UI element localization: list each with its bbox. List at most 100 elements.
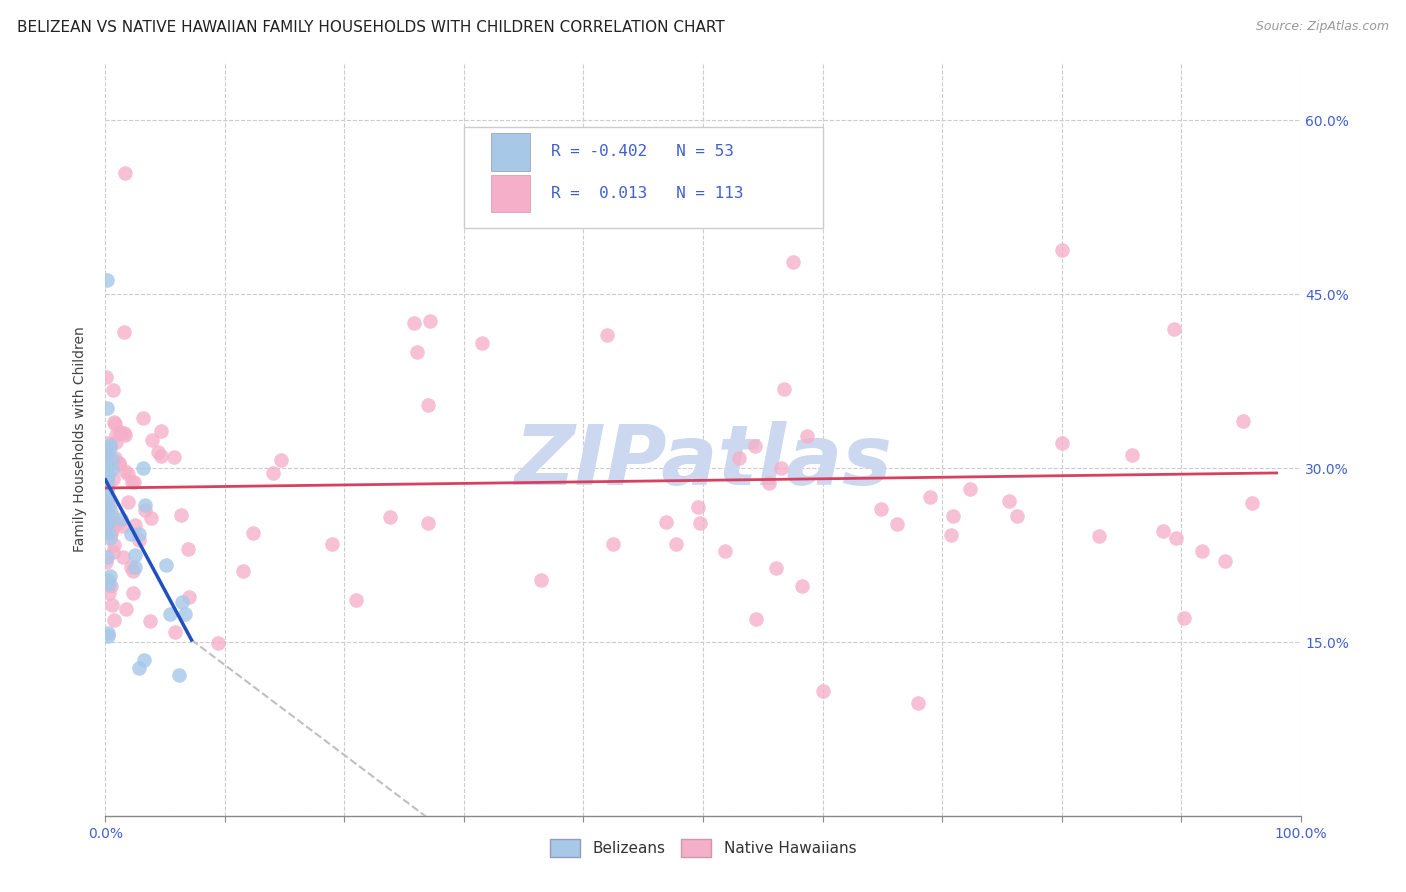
Point	[110, 425, 132, 439]
Point	[100, 442, 122, 456]
Point	[1232, 414, 1254, 428]
Point	[114, 601, 136, 615]
Point	[907, 696, 929, 710]
Point	[94, 517, 117, 532]
Point	[96, 273, 118, 287]
Point	[107, 516, 129, 530]
Point	[242, 525, 264, 540]
FancyBboxPatch shape	[464, 127, 823, 228]
Point	[100, 523, 122, 537]
Point	[101, 383, 124, 397]
Point	[792, 579, 814, 593]
Point	[232, 564, 254, 578]
Point	[97, 573, 120, 587]
Point	[96, 526, 118, 541]
Point	[128, 533, 150, 548]
Text: ZIPatlas: ZIPatlas	[515, 421, 891, 502]
Y-axis label: Family Households with Children: Family Households with Children	[73, 326, 87, 552]
Point	[96, 401, 118, 415]
Point	[869, 501, 891, 516]
Point	[416, 516, 439, 530]
Point	[146, 444, 169, 458]
Point	[471, 336, 494, 351]
Point	[132, 410, 155, 425]
Point	[94, 475, 117, 490]
Point	[111, 519, 134, 533]
Point	[96, 468, 118, 483]
Point	[96, 483, 118, 497]
Point	[96, 555, 118, 569]
Point	[416, 398, 439, 412]
Point	[124, 559, 146, 574]
Point	[378, 510, 401, 524]
Point	[105, 435, 128, 450]
Point	[124, 549, 146, 563]
Point	[112, 549, 135, 564]
Point	[114, 464, 136, 478]
Point	[97, 440, 120, 454]
Point	[121, 475, 143, 490]
Point	[344, 593, 367, 607]
Point	[765, 560, 787, 574]
Point	[602, 537, 624, 551]
Point	[404, 317, 426, 331]
Text: BELIZEAN VS NATIVE HAWAIIAN FAMILY HOUSEHOLDS WITH CHILDREN CORRELATION CHART: BELIZEAN VS NATIVE HAWAIIAN FAMILY HOUSE…	[17, 20, 724, 35]
Point	[100, 510, 122, 524]
Point	[174, 607, 197, 622]
Point	[262, 467, 284, 481]
Point	[163, 450, 186, 464]
Point	[167, 668, 190, 682]
Point	[121, 564, 143, 578]
Point	[98, 569, 121, 583]
Text: Source: ZipAtlas.com: Source: ZipAtlas.com	[1256, 20, 1389, 33]
Point	[96, 369, 118, 384]
Point	[1213, 554, 1236, 568]
Point	[159, 607, 181, 622]
Point	[886, 516, 908, 531]
Point	[121, 559, 143, 574]
Point	[97, 577, 120, 591]
Point	[96, 505, 118, 519]
Point	[94, 480, 117, 494]
Point	[101, 598, 124, 612]
Point	[112, 326, 135, 340]
Point	[1173, 610, 1195, 624]
Point	[96, 446, 118, 460]
Point	[96, 481, 118, 495]
Point	[122, 475, 145, 489]
Point	[96, 472, 118, 486]
Point	[124, 517, 146, 532]
Point	[796, 429, 818, 443]
Point	[98, 438, 121, 452]
Point	[176, 541, 198, 556]
Point	[419, 314, 441, 328]
Point	[149, 449, 172, 463]
Point	[100, 452, 122, 467]
Point	[141, 433, 163, 447]
Point	[104, 451, 127, 466]
Point	[132, 460, 155, 475]
Point	[128, 526, 150, 541]
Point	[107, 457, 129, 471]
Point	[714, 544, 737, 558]
Point	[149, 424, 172, 438]
Point	[744, 439, 766, 453]
FancyBboxPatch shape	[492, 175, 530, 212]
Point	[101, 545, 124, 559]
Text: R = -0.402   N = 53: R = -0.402 N = 53	[551, 145, 734, 160]
Point	[104, 417, 127, 431]
Point	[163, 624, 186, 639]
Point	[114, 166, 136, 180]
Point	[745, 612, 768, 626]
Point	[405, 345, 427, 359]
Point	[96, 460, 118, 475]
Point	[1164, 532, 1187, 546]
Point	[103, 472, 125, 486]
Point	[110, 511, 132, 525]
Point	[96, 508, 118, 522]
Text: R =  0.013   N = 113: R = 0.013 N = 113	[551, 186, 744, 201]
Point	[1121, 448, 1143, 462]
Point	[270, 452, 292, 467]
Point	[98, 496, 121, 510]
Point	[103, 415, 125, 429]
